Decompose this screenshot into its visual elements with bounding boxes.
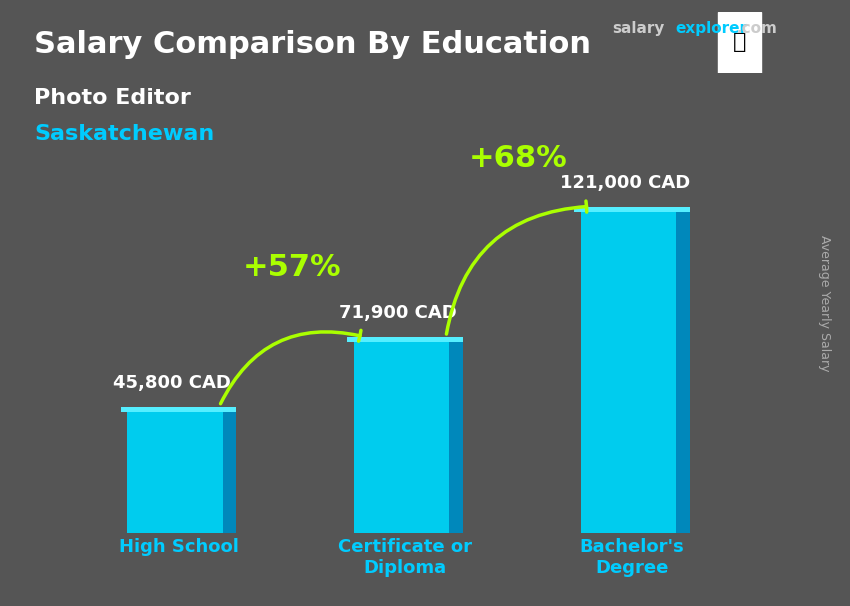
Bar bbox=[354, 342, 456, 533]
Bar bbox=[128, 411, 230, 533]
Text: 121,000 CAD: 121,000 CAD bbox=[560, 174, 690, 191]
Text: 71,900 CAD: 71,900 CAD bbox=[339, 304, 457, 322]
Text: Photo Editor: Photo Editor bbox=[34, 88, 191, 108]
Text: Average Yearly Salary: Average Yearly Salary bbox=[818, 235, 831, 371]
Bar bbox=[121, 407, 236, 411]
Bar bbox=[676, 211, 689, 533]
Text: Salary Comparison By Education: Salary Comparison By Education bbox=[34, 30, 591, 59]
Bar bbox=[718, 12, 761, 73]
Bar bbox=[223, 411, 236, 533]
Text: explorer: explorer bbox=[676, 21, 748, 36]
Text: +68%: +68% bbox=[469, 144, 568, 173]
Bar bbox=[450, 342, 463, 533]
Text: 45,800 CAD: 45,800 CAD bbox=[113, 373, 230, 391]
Text: 🍁: 🍁 bbox=[733, 32, 746, 53]
Text: Saskatchewan: Saskatchewan bbox=[34, 124, 214, 144]
Bar bbox=[574, 207, 689, 211]
Bar bbox=[348, 338, 463, 342]
Text: +57%: +57% bbox=[242, 253, 341, 282]
Text: .com: .com bbox=[737, 21, 778, 36]
Bar bbox=[581, 211, 683, 533]
Text: salary: salary bbox=[612, 21, 665, 36]
